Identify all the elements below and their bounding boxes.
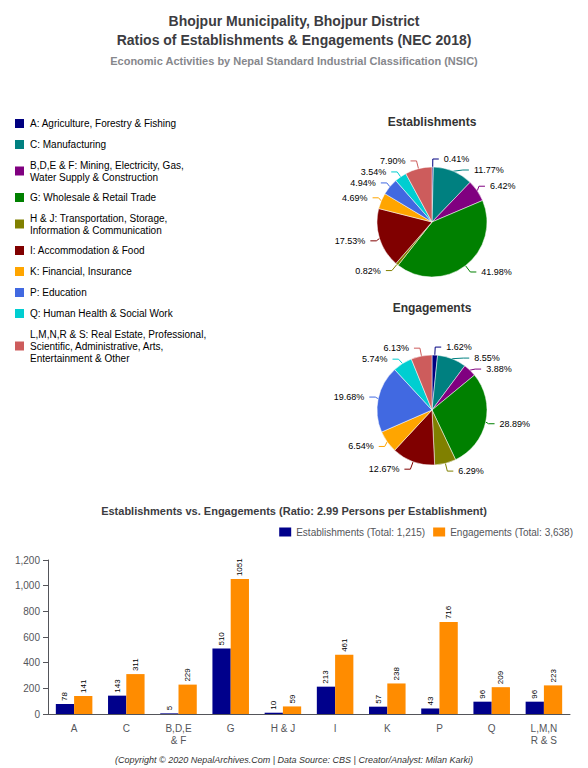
svg-text:Engagements: Engagements (393, 301, 472, 315)
svg-text:78: 78 (60, 692, 69, 701)
svg-text:6.54%: 6.54% (348, 441, 374, 451)
svg-text:57: 57 (374, 694, 383, 703)
svg-text:& F: & F (171, 735, 187, 746)
svg-text:3.54%: 3.54% (361, 167, 387, 177)
svg-text:H & J: Transportation, Storage: H & J: Transportation, Storage, (30, 213, 167, 224)
svg-text:Establishments (Total: 1,215): Establishments (Total: 1,215) (296, 527, 425, 538)
svg-text:96: 96 (530, 689, 539, 698)
svg-text:G: G (227, 723, 235, 734)
svg-text:5: 5 (165, 705, 174, 710)
svg-text:Water Supply & Construction: Water Supply & Construction (30, 172, 158, 183)
svg-text:Entertainment & Other: Entertainment & Other (30, 353, 130, 364)
svg-text:143: 143 (113, 679, 122, 693)
svg-text:I: Accommodation & Food: I: Accommodation & Food (30, 245, 145, 256)
svg-text:11.77%: 11.77% (474, 165, 504, 175)
svg-text:Establishments vs. Engagements: Establishments vs. Engagements (Ratio: 2… (101, 505, 487, 517)
svg-text:400: 400 (23, 657, 40, 668)
svg-text:43: 43 (426, 696, 435, 705)
svg-text:229: 229 (183, 668, 192, 682)
svg-text:Q: Human Health & Social Work: Q: Human Health & Social Work (30, 308, 174, 319)
svg-text:H & J: H & J (271, 723, 295, 734)
svg-text:I: I (334, 723, 337, 734)
svg-text:223: 223 (549, 668, 558, 682)
svg-text:0.41%: 0.41% (444, 154, 470, 164)
svg-text:Q: Q (488, 723, 496, 734)
svg-text:7.90%: 7.90% (380, 156, 406, 166)
svg-text:716: 716 (444, 605, 453, 619)
svg-text:600: 600 (23, 632, 40, 643)
svg-text:Economic Activities by Nepal S: Economic Activities by Nepal Standard In… (110, 55, 478, 67)
svg-text:1,200: 1,200 (15, 555, 40, 566)
svg-text:B,D,E & F: Mining, Electricity: B,D,E & F: Mining, Electricity, Gas, (30, 160, 184, 171)
svg-text:C: C (123, 723, 130, 734)
svg-text:L,M,N: L,M,N (531, 723, 558, 734)
svg-text:6.13%: 6.13% (383, 343, 409, 353)
svg-text:12.67%: 12.67% (369, 464, 400, 474)
svg-text:B,D,E: B,D,E (165, 723, 191, 734)
svg-text:3.88%: 3.88% (486, 364, 512, 374)
svg-text:59: 59 (288, 694, 297, 703)
svg-text:209: 209 (496, 670, 505, 684)
svg-text:P: P (436, 723, 443, 734)
svg-text:6.29%: 6.29% (458, 466, 484, 476)
svg-text:17.53%: 17.53% (335, 236, 366, 246)
svg-text:28.89%: 28.89% (500, 419, 531, 429)
svg-text:213: 213 (321, 670, 330, 684)
svg-text:4.94%: 4.94% (350, 178, 376, 188)
svg-text:238: 238 (392, 667, 401, 681)
svg-text:K: K (384, 723, 391, 734)
svg-text:8.55%: 8.55% (474, 353, 500, 363)
svg-text:141: 141 (79, 679, 88, 693)
svg-text:19.68%: 19.68% (334, 392, 365, 402)
svg-text:(Copyright © 2020 NepalArchive: (Copyright © 2020 NepalArchives.Com | Da… (115, 755, 473, 765)
svg-text:461: 461 (340, 638, 349, 652)
svg-text:Engagements (Total: 3,638): Engagements (Total: 3,638) (450, 527, 573, 538)
svg-text:1051: 1051 (235, 558, 244, 576)
svg-text:A: Agriculture, Forestry & Fis: A: Agriculture, Forestry & Fishing (30, 118, 176, 129)
svg-text:800: 800 (23, 606, 40, 617)
svg-text:Information & Communication: Information & Communication (30, 225, 162, 236)
svg-text:96: 96 (478, 689, 487, 698)
svg-text:P: Education: P: Education (30, 287, 87, 298)
svg-text:R & S: R & S (531, 735, 557, 746)
svg-text:10: 10 (269, 700, 278, 709)
svg-text:C: Manufacturing: C: Manufacturing (30, 139, 106, 150)
svg-text:A: A (71, 723, 78, 734)
svg-text:311: 311 (131, 658, 140, 671)
svg-text:G: Wholesale & Retail Trade: G: Wholesale & Retail Trade (30, 192, 157, 203)
svg-text:6.42%: 6.42% (490, 181, 516, 191)
svg-text:0: 0 (34, 709, 40, 720)
svg-text:1,000: 1,000 (15, 580, 40, 591)
svg-text:Establishments: Establishments (388, 115, 477, 129)
svg-text:Scientific, Administrative, Ar: Scientific, Administrative, Arts, (30, 341, 163, 352)
svg-text:1.62%: 1.62% (446, 342, 472, 352)
svg-text:4.69%: 4.69% (342, 193, 368, 203)
svg-text:0.82%: 0.82% (355, 266, 381, 276)
svg-text:5.74%: 5.74% (362, 354, 388, 364)
svg-text:Ratios of Establishments & Eng: Ratios of Establishments & Engagements (… (117, 32, 472, 48)
svg-text:41.98%: 41.98% (481, 267, 512, 277)
svg-text:K: Financial, Insurance: K: Financial, Insurance (30, 266, 132, 277)
svg-text:510: 510 (217, 632, 226, 646)
svg-text:200: 200 (23, 683, 40, 694)
svg-text:Bhojpur Municipality, Bhojpur: Bhojpur Municipality, Bhojpur District (169, 13, 420, 29)
svg-text:L,M,N,R & S: Real Estate, Prof: L,M,N,R & S: Real Estate, Professional, (30, 329, 206, 340)
